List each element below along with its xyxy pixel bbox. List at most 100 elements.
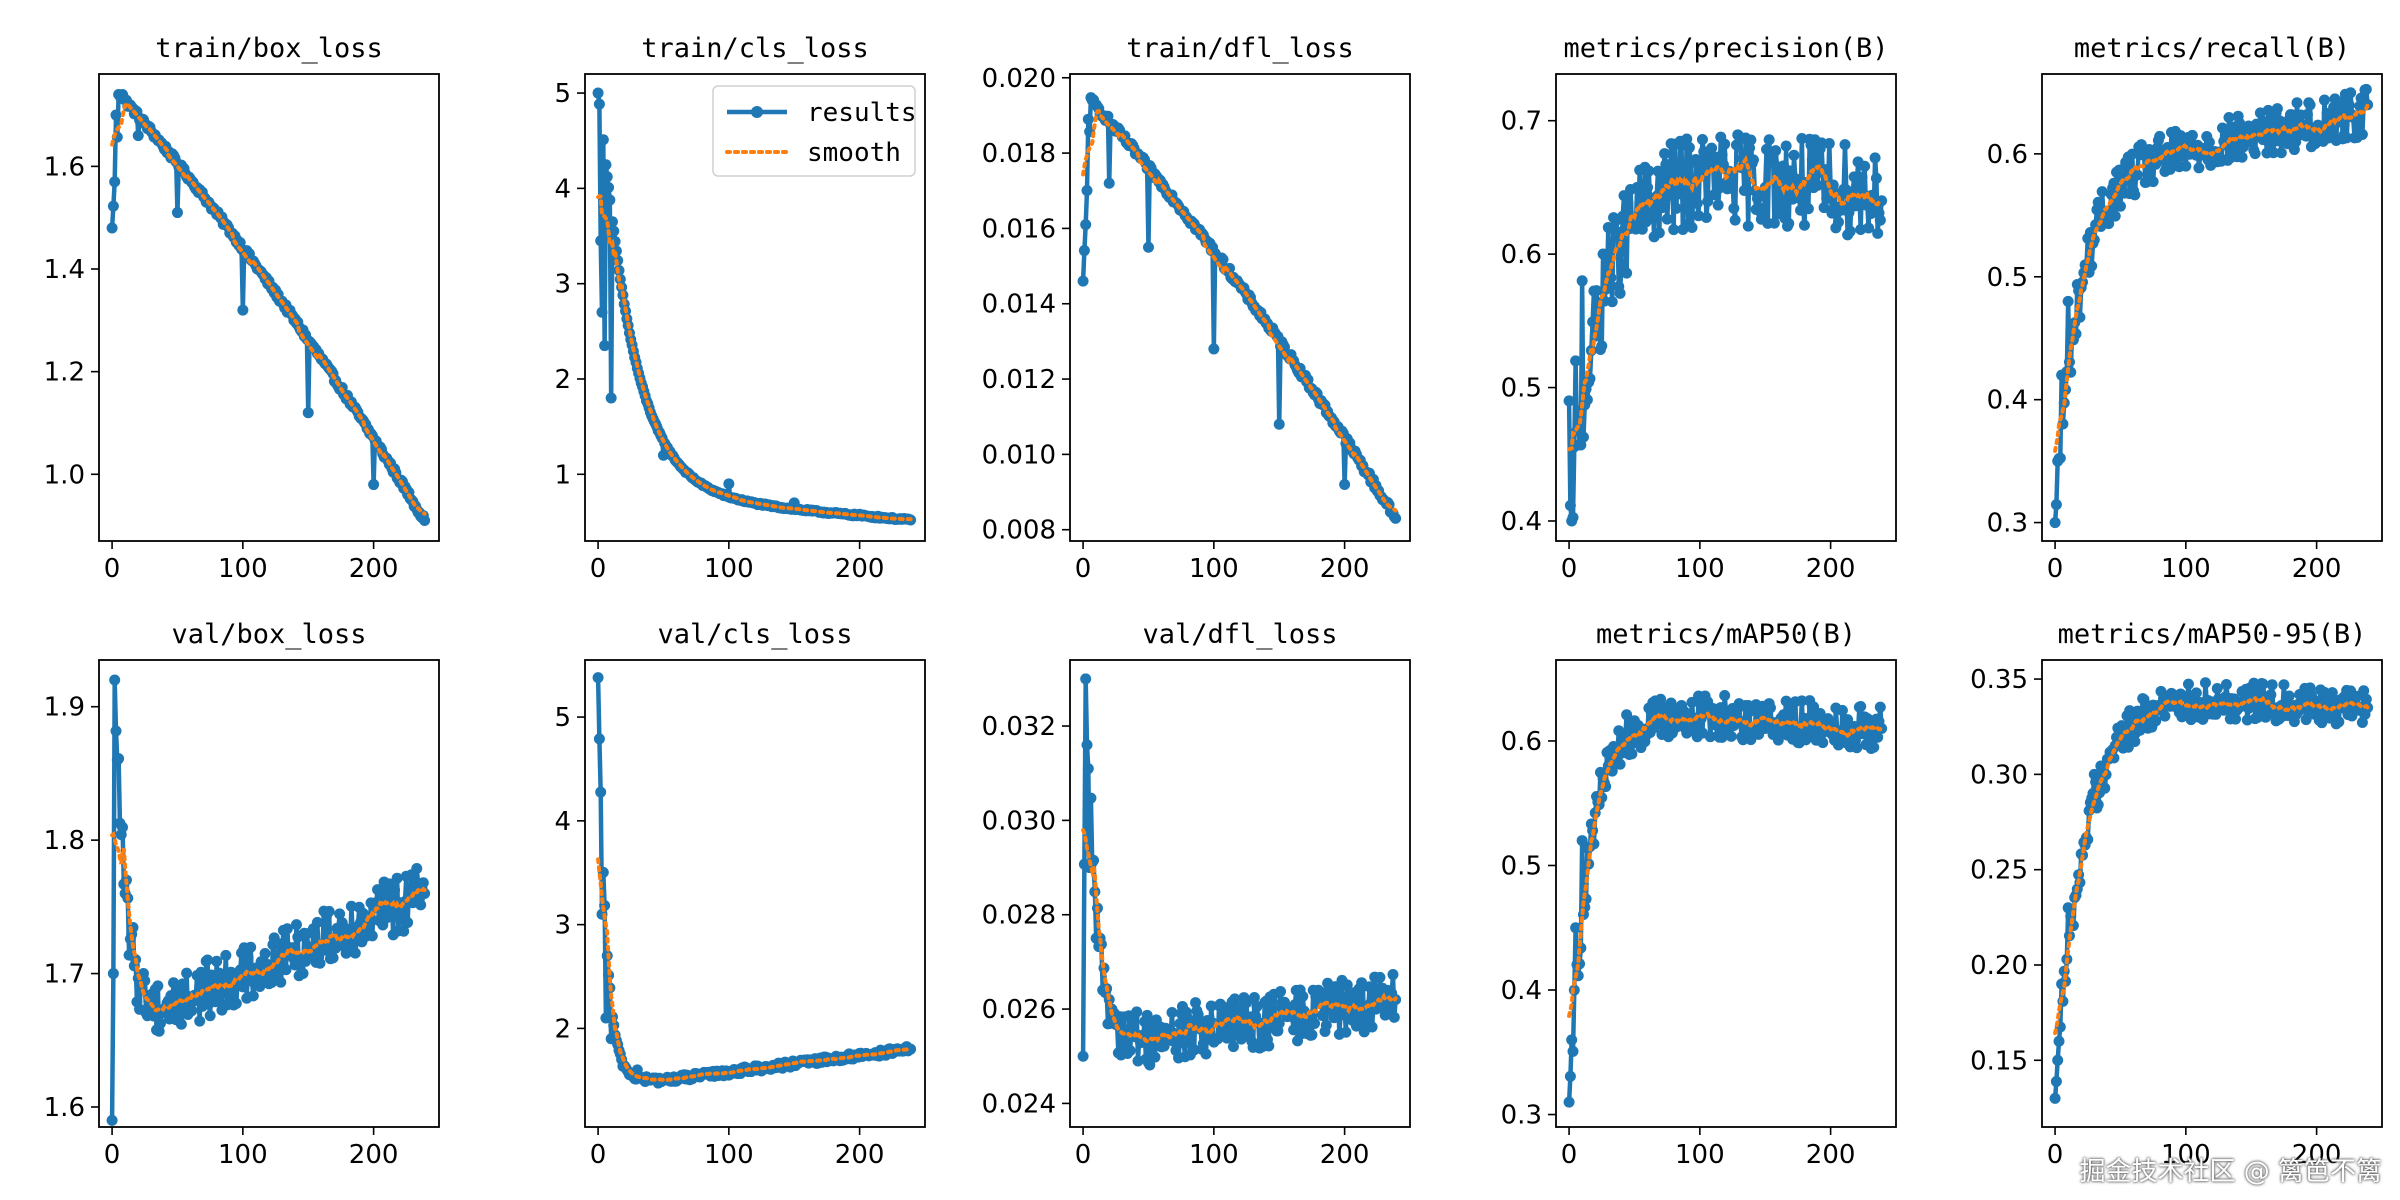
- results-point: [2109, 210, 2121, 222]
- results-point: [1818, 202, 1830, 214]
- y-tick-label: 0.30: [1970, 760, 2028, 790]
- watermark: 掘金技术社区 @ 篱笆不篱: [2079, 1157, 2382, 1187]
- results-point: [106, 1114, 118, 1126]
- y-tick-label: 0.20: [1970, 951, 2028, 981]
- results-point: [154, 1017, 166, 1029]
- results-point: [1614, 758, 1626, 770]
- results-point: [1683, 142, 1695, 154]
- smooth-line: [2053, 102, 2370, 453]
- results-point: [1316, 1009, 1328, 1021]
- axes-frame: [98, 73, 440, 542]
- y-tick-label: 0.012: [982, 365, 1056, 395]
- results-point: [599, 340, 611, 352]
- results-point: [415, 899, 427, 911]
- results-point: [1188, 1044, 1200, 1056]
- y-tick-label: 0.6: [1501, 240, 1542, 270]
- results-point: [2236, 151, 2248, 163]
- y-tick-label: 1.2: [44, 358, 85, 388]
- subplot-title: metrics/mAP50(B): [1596, 619, 1856, 650]
- results-point: [237, 981, 249, 993]
- y-tick-label: 0.4: [1987, 386, 2028, 416]
- results-point: [1563, 395, 1575, 407]
- x-tick-label: 200: [1320, 1140, 1370, 1170]
- results-point: [1812, 179, 1824, 191]
- y-tick-label: 0.7: [1501, 107, 1542, 137]
- results-point: [595, 235, 607, 247]
- legend-box: [712, 85, 916, 177]
- subplot-train-box-loss: train/box_loss 0 100 200 1.0 1.2 1.4 1.6: [44, 33, 440, 584]
- results-point: [2193, 162, 2205, 174]
- results-point: [1622, 197, 1634, 209]
- x-tick-label: 0: [1075, 554, 1092, 584]
- results-point: [107, 200, 119, 212]
- results-point: [1742, 220, 1754, 232]
- results-point: [110, 109, 122, 121]
- results-point: [1783, 218, 1795, 230]
- results-point: [1823, 138, 1835, 150]
- results-point: [1570, 922, 1582, 934]
- results-point: [1696, 134, 1708, 145]
- axes-frame: [584, 73, 926, 542]
- results-point: [2049, 1092, 2061, 1104]
- subplot-metrics-precision-b-: metrics/precision(B) 0 100 200 0.4 0.5 0.6 0.7: [1501, 33, 1897, 584]
- results-point: [1753, 188, 1765, 200]
- results-point: [2062, 295, 2074, 307]
- results-point: [1341, 979, 1353, 991]
- results-point: [1844, 225, 1856, 237]
- y-tick-label: 1: [554, 460, 571, 490]
- results-point: [1870, 172, 1882, 184]
- results-point: [2182, 678, 2194, 690]
- results-point: [1802, 203, 1814, 215]
- y-tick-label: 1.4: [44, 255, 85, 285]
- results-point: [596, 306, 608, 318]
- results-point: [224, 988, 236, 1000]
- y-tick-label: 4: [554, 807, 571, 837]
- results-point: [1149, 1051, 1161, 1063]
- x-tick-label: 100: [2161, 554, 2211, 584]
- results-point: [1817, 737, 1829, 749]
- results-point: [2199, 677, 2211, 689]
- results-point: [1706, 142, 1718, 154]
- legend-smooth-label: smooth: [807, 138, 901, 168]
- results-point: [2275, 147, 2287, 159]
- results-point: [1863, 222, 1875, 234]
- results-point: [600, 159, 612, 171]
- subplot-val-cls-loss: val/cls_loss 0 100 200 2 3 4 5: [554, 619, 926, 1170]
- results-point: [2099, 782, 2111, 794]
- x-tick-label: 200: [1806, 1140, 1856, 1170]
- results-point: [2223, 111, 2235, 123]
- results-point: [1563, 1096, 1575, 1108]
- results-point: [2053, 1035, 2065, 1047]
- results-point: [2062, 902, 2074, 914]
- results-point: [247, 990, 259, 1002]
- results-point: [1813, 154, 1825, 166]
- subplot-train-cls-loss: train/cls_loss 0 100 200 1 2 3 4 5 results smooth: [554, 33, 926, 584]
- results-point: [1691, 197, 1703, 209]
- x-tick-label: 100: [1189, 1140, 1239, 1170]
- legend-results-marker: [751, 106, 763, 118]
- results-point: [1273, 418, 1285, 430]
- y-tick-label: 0.020: [982, 64, 1056, 94]
- results-point: [1124, 1045, 1136, 1057]
- results-point: [1821, 193, 1833, 205]
- results-point: [2291, 97, 2303, 109]
- results-point: [1617, 210, 1629, 222]
- y-tick-label: 2: [554, 365, 571, 395]
- results-point: [2258, 116, 2270, 128]
- axes-frame: [1069, 73, 1411, 542]
- results-point: [148, 1010, 160, 1022]
- results-point: [2103, 218, 2115, 230]
- results-point: [1615, 258, 1627, 270]
- results-point: [2286, 109, 2298, 121]
- smooth-line: [1081, 108, 1398, 513]
- results-point: [2150, 715, 2162, 727]
- results-point: [242, 952, 254, 964]
- axes-frame: [1555, 659, 1897, 1128]
- results-point: [1178, 1037, 1190, 1049]
- results-point: [177, 978, 189, 990]
- results-point: [606, 216, 618, 228]
- results-point: [1078, 245, 1090, 257]
- results-point: [1243, 1026, 1255, 1038]
- results-point: [1686, 221, 1698, 233]
